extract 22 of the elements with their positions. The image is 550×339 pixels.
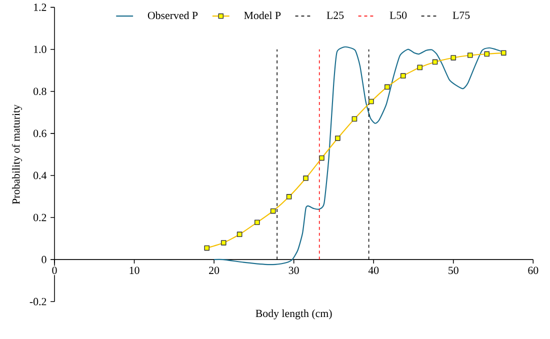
legend-label: Observed P (148, 11, 198, 20)
x-tick-label: 60 (528, 266, 538, 274)
y-tick-label: 0.6 (34, 130, 46, 138)
y-axis-title: Probability of maturity (12, 104, 22, 204)
x-tick-label: 0 (52, 266, 57, 274)
legend-label: Model P (244, 11, 281, 20)
legend-label: L50 (390, 11, 407, 19)
y-tick-label: 0.2 (34, 214, 46, 222)
y-tick-label: -0.2 (30, 298, 46, 306)
x-tick-label: 30 (288, 266, 299, 274)
x-tick-label: 10 (130, 266, 140, 274)
y-tick-label: 0.8 (34, 88, 46, 95)
x-tick-label: 50 (448, 266, 458, 274)
y-tick-label: 0.4 (34, 172, 47, 180)
x-tick-label: 20 (209, 266, 220, 274)
legend-label: L75 (452, 12, 470, 19)
legend-label: L25 (326, 12, 344, 19)
y-tick-label: 0 (42, 256, 46, 264)
x-axis-title: Body length (cm) (256, 309, 332, 320)
y-tick-label: 1.2 (34, 3, 46, 11)
y-tick-label: 1.0 (34, 46, 46, 53)
x-tick-label: 40 (368, 266, 379, 274)
